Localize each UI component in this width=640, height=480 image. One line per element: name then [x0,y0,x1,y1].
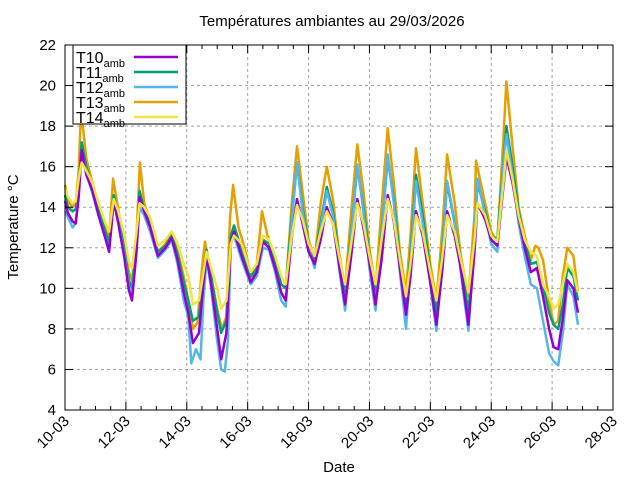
x-tick-label: 24-03 [460,413,499,452]
y-tick-label: 4 [48,402,56,419]
x-tick-label: 14-03 [155,413,194,452]
legend-label-main: T14 [76,110,104,127]
legend-label-subscript: amb [104,88,125,100]
y-tick-label: 22 [39,37,56,54]
y-tick-label: 8 [48,321,56,338]
series-line-t14 [63,149,580,310]
y-tick-label: 6 [48,361,56,378]
legend-label: T14amb [76,110,125,130]
y-tick-label: 20 [39,78,56,95]
legend-label-subscript: amb [104,103,125,115]
y-tick-label: 10 [39,280,56,297]
x-tick-labels: 10-03 12-03 14-03 16-03 18-03 20-03 22-03 24-03… [34,413,621,452]
y-axis-label: Temperature °C [5,174,22,279]
y-tick-labels: 4 6 8 10 12 14 16 18 20 22 [39,37,56,419]
x-tick-label: 16-03 [216,413,255,452]
legend-label-main: T12 [76,80,104,97]
legend-label-main: T10 [76,50,104,67]
y-tick-label: 12 [39,240,56,257]
x-tick-label: 20-03 [338,413,377,452]
legend-label: T10amb [76,50,125,70]
x-tick-label: 26-03 [521,413,560,452]
x-tick-label: 28-03 [582,413,621,452]
legend-label: T11amb [76,65,124,85]
plot-frame [64,44,614,411]
y-tick-label: 14 [39,199,56,216]
legend-label-main: T13 [76,95,104,112]
series-layer [63,80,580,373]
legend-label-main: T11 [76,65,102,82]
x-tick-label: 22-03 [399,413,438,452]
x-tick-label: 12-03 [95,413,134,452]
series-line-t10 [63,149,580,361]
legend-label: T13amb [76,95,125,115]
x-tick-label: 18-03 [277,413,316,452]
y-tick-label: 18 [39,118,56,135]
chart-title: Températures ambiantes au 29/03/2026 [199,13,464,30]
x-axis-label: Date [323,459,355,476]
legend-label-subscript: amb [104,58,125,70]
legend-label: T12amb [76,80,125,100]
legend-label-subscript: amb [104,118,125,130]
y-tick-label: 16 [39,159,56,176]
legend-label-subscript: amb [102,73,123,85]
